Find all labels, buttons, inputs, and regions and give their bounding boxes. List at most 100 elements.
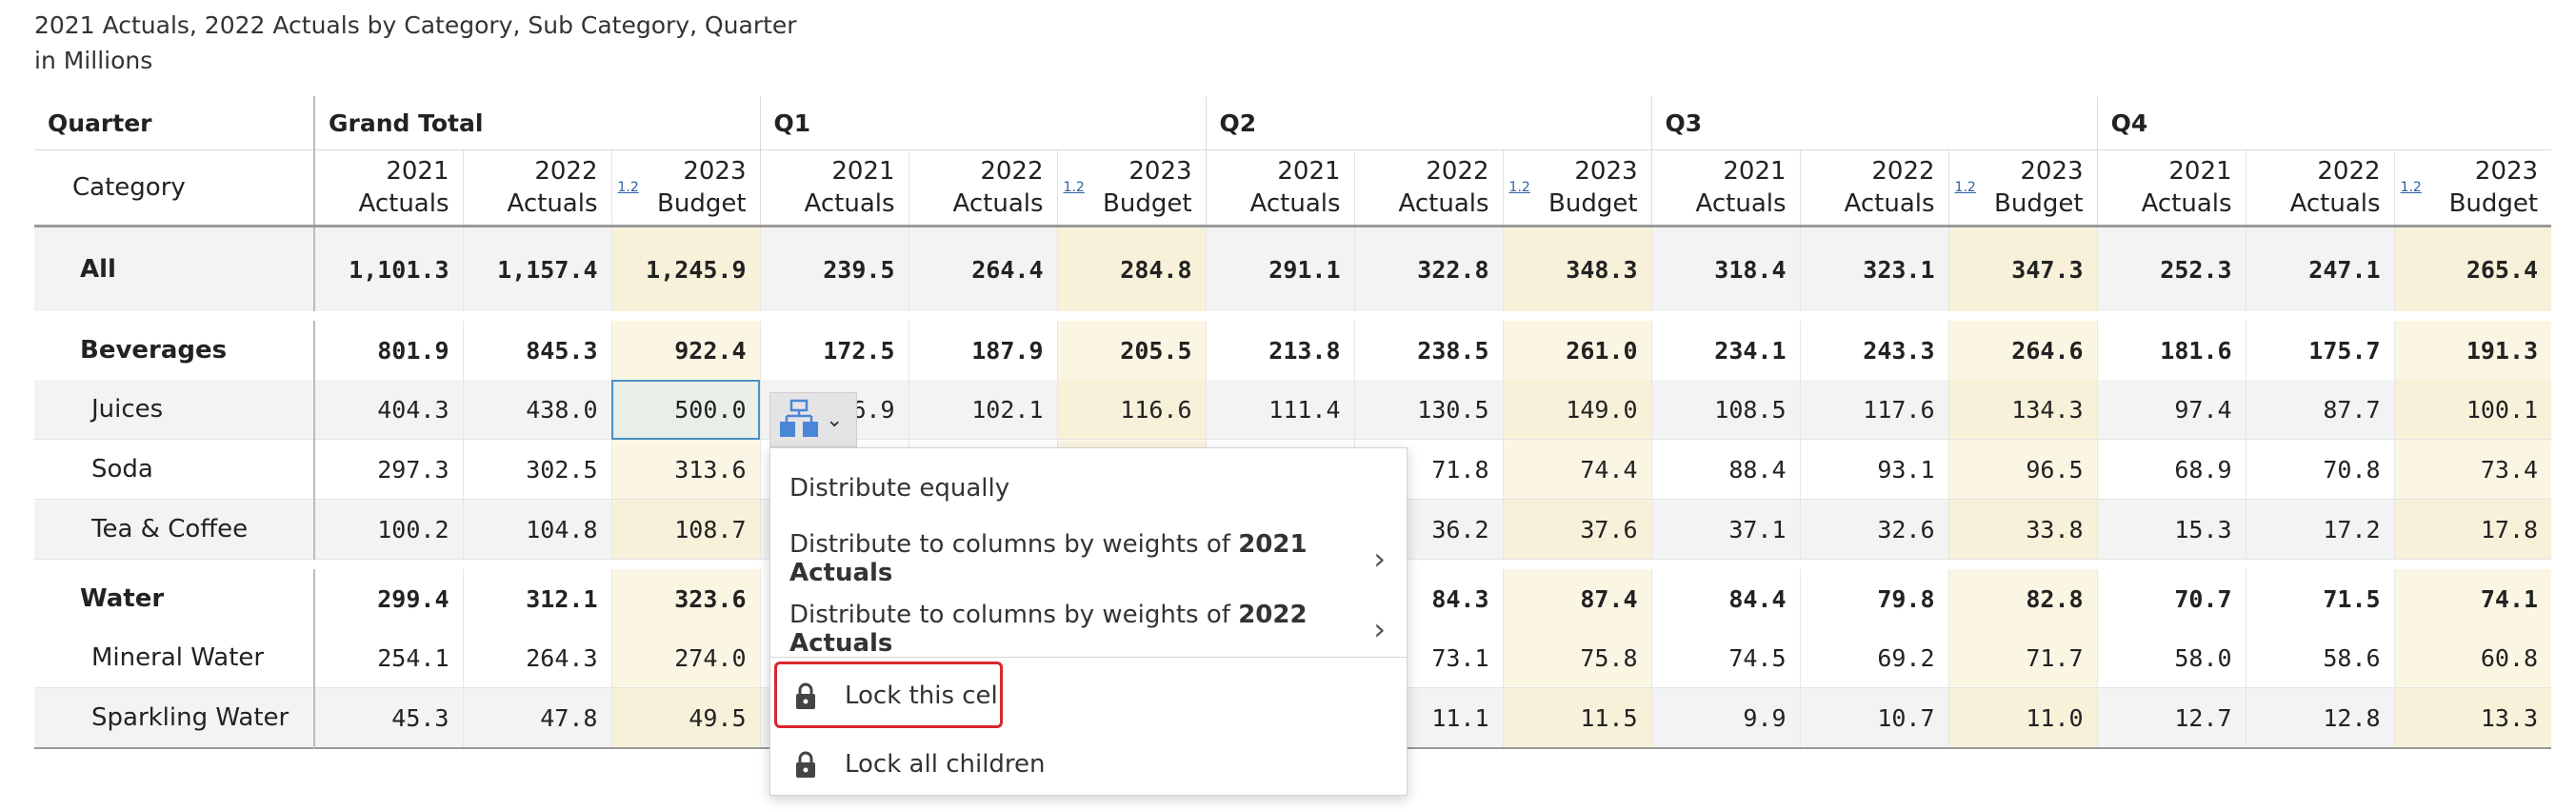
value-cell[interactable]: 191.3 [2393, 321, 2552, 380]
measure-header[interactable]: 2021 Actuals [2096, 149, 2247, 227]
value-cell[interactable]: 116.6 [1056, 380, 1207, 440]
value-cell[interactable]: 348.3 [1502, 226, 1652, 311]
value-cell[interactable]: 302.5 [462, 439, 611, 500]
value-cell[interactable]: 261.0 [1502, 321, 1652, 380]
value-cell[interactable]: 45.3 [313, 687, 463, 748]
value-cell[interactable]: 102.1 [908, 380, 1058, 440]
value-cell[interactable]: 108.7 [610, 499, 761, 560]
measure-header[interactable]: 2022 Actuals [462, 149, 611, 227]
value-cell[interactable]: 71.7 [1947, 628, 2098, 688]
value-cell[interactable]: 274.0 [610, 628, 761, 688]
value-cell[interactable]: 71.5 [2245, 569, 2395, 628]
value-cell[interactable]: 264.3 [462, 628, 611, 688]
value-cell[interactable]: 17.2 [2245, 499, 2395, 560]
value-cell[interactable]: 187.9 [908, 321, 1058, 380]
measure-header[interactable]: 1.2 2023 Budget [1947, 149, 2098, 227]
decimal-badge[interactable]: 1.2 [2400, 180, 2422, 195]
value-cell[interactable]: 347.3 [1947, 226, 2098, 311]
value-cell[interactable]: 265.4 [2393, 226, 2552, 311]
measure-header[interactable]: 2021 Actuals [1205, 149, 1355, 227]
value-cell[interactable]: 10.7 [1799, 687, 1949, 748]
value-cell[interactable]: 234.1 [1650, 321, 1801, 380]
value-cell[interactable]: 318.4 [1650, 226, 1801, 311]
value-cell[interactable]: 313.6 [610, 439, 761, 500]
value-cell[interactable]: 97.4 [2096, 380, 2247, 440]
value-cell[interactable]: 130.5 [1353, 380, 1504, 440]
value-cell[interactable]: 58.6 [2245, 628, 2395, 688]
row-dimension-header[interactable]: Quarter [34, 96, 315, 150]
value-cell[interactable]: 111.4 [1205, 380, 1355, 440]
value-cell[interactable]: 82.8 [1947, 569, 2098, 628]
value-cell[interactable]: 297.3 [313, 439, 463, 500]
value-cell[interactable]: 1,101.3 [313, 226, 463, 311]
menu-item-lock-cell[interactable]: Lock this cell [770, 667, 1407, 724]
decimal-badge[interactable]: 1.2 [1954, 180, 1976, 195]
value-cell[interactable]: 291.1 [1205, 226, 1355, 311]
value-cell[interactable]: 252.3 [2096, 226, 2247, 311]
value-cell[interactable]: 238.5 [1353, 321, 1504, 380]
value-cell[interactable]: 74.1 [2393, 569, 2552, 628]
row-label[interactable]: Juices [34, 380, 315, 440]
value-cell[interactable]: 100.2 [313, 499, 463, 560]
value-cell[interactable]: 247.1 [2245, 226, 2395, 311]
value-cell[interactable]: 74.4 [1502, 439, 1652, 500]
value-cell[interactable]: 33.8 [1947, 499, 2098, 560]
measure-header[interactable]: 1.2 2023 Budget [1056, 149, 1207, 227]
value-cell[interactable]: 58.0 [2096, 628, 2247, 688]
value-cell[interactable]: 37.6 [1502, 499, 1652, 560]
cell-actions-button[interactable]: ⌄ [769, 392, 857, 447]
row-label[interactable]: All [34, 226, 315, 311]
value-cell[interactable]: 134.3 [1947, 380, 2098, 440]
value-cell[interactable]: 60.8 [2393, 628, 2552, 688]
value-cell[interactable]: 801.9 [313, 321, 463, 380]
measure-header[interactable]: 2022 Actuals [2245, 149, 2395, 227]
value-cell[interactable]: 104.8 [462, 499, 611, 560]
value-cell[interactable]: 322.8 [1353, 226, 1504, 311]
value-cell[interactable]: 172.5 [759, 321, 909, 380]
value-cell[interactable]: 404.3 [313, 380, 463, 440]
value-cell[interactable]: 264.4 [908, 226, 1058, 311]
value-cell[interactable]: 37.1 [1650, 499, 1801, 560]
value-cell[interactable]: 73.4 [2393, 439, 2552, 500]
measure-header[interactable]: 2022 Actuals [1799, 149, 1949, 227]
value-cell[interactable]: 181.6 [2096, 321, 2247, 380]
value-cell[interactable]: 500.0 [610, 380, 761, 440]
value-cell[interactable]: 47.8 [462, 687, 611, 748]
group-header[interactable]: Q2 [1205, 96, 1652, 150]
value-cell[interactable]: 175.7 [2245, 321, 2395, 380]
value-cell[interactable]: 11.5 [1502, 687, 1652, 748]
value-cell[interactable]: 264.6 [1947, 321, 2098, 380]
value-cell[interactable]: 69.2 [1799, 628, 1949, 688]
value-cell[interactable]: 117.6 [1799, 380, 1949, 440]
menu-item-distribute-2021[interactable]: Distribute to columns by weights of 2021… [789, 530, 1386, 587]
value-cell[interactable]: 70.7 [2096, 569, 2247, 628]
decimal-badge[interactable]: 1.2 [1508, 180, 1530, 195]
value-cell[interactable]: 70.8 [2245, 439, 2395, 500]
value-cell[interactable]: 9.9 [1650, 687, 1801, 748]
value-cell[interactable]: 205.5 [1056, 321, 1207, 380]
row-label[interactable]: Beverages [34, 321, 315, 380]
value-cell[interactable]: 11.0 [1947, 687, 2098, 748]
value-cell[interactable]: 15.3 [2096, 499, 2247, 560]
group-header[interactable]: Q1 [759, 96, 1207, 150]
value-cell[interactable]: 12.8 [2245, 687, 2395, 748]
value-cell[interactable]: 88.4 [1650, 439, 1801, 500]
value-cell[interactable]: 243.3 [1799, 321, 1949, 380]
value-cell[interactable]: 96.5 [1947, 439, 2098, 500]
value-cell[interactable]: 149.0 [1502, 380, 1652, 440]
value-cell[interactable]: 87.7 [2245, 380, 2395, 440]
value-cell[interactable]: 75.8 [1502, 628, 1652, 688]
value-cell[interactable]: 17.8 [2393, 499, 2552, 560]
measure-header[interactable]: 2021 Actuals [1650, 149, 1801, 227]
value-cell[interactable]: 74.5 [1650, 628, 1801, 688]
row-label[interactable]: Soda [34, 439, 315, 500]
measure-header[interactable]: 2021 Actuals [759, 149, 909, 227]
value-cell[interactable]: 87.4 [1502, 569, 1652, 628]
value-cell[interactable]: 284.8 [1056, 226, 1207, 311]
row-label[interactable]: Tea & Coffee [34, 499, 315, 560]
row-label[interactable]: Sparkling Water [34, 687, 315, 748]
measure-header[interactable]: 2022 Actuals [1353, 149, 1504, 227]
menu-item-lock-children[interactable]: Lock all children [770, 736, 1407, 793]
decimal-badge[interactable]: 1.2 [1063, 180, 1085, 195]
value-cell[interactable]: 100.1 [2393, 380, 2552, 440]
